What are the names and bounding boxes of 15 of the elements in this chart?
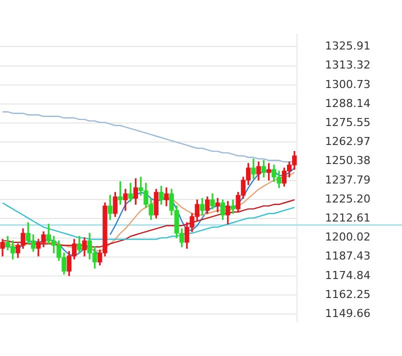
y-tick-label: 1237.79 xyxy=(325,173,370,186)
y-tick-label: 1149.66 xyxy=(325,307,370,320)
y-tick-label: 1212.61 xyxy=(325,212,370,225)
y-tick-label: 1162.25 xyxy=(325,288,370,301)
y-tick-label: 1187.43 xyxy=(325,250,370,263)
y-tick-label: 1288.14 xyxy=(325,96,370,110)
y-tick-label: 1313.32 xyxy=(325,58,370,72)
y-tick-label: 1174.84 xyxy=(325,268,370,282)
y-tick-label: 1250.38 xyxy=(325,154,370,168)
y-tick-label: 1300.73 xyxy=(325,78,370,91)
y-tick-label: 1275.55 xyxy=(325,116,370,130)
y-tick-label: 1200.02 xyxy=(325,230,370,244)
y-tick-label: 1325.91 xyxy=(325,40,370,53)
y-tick-label: 1225.20 xyxy=(325,192,370,206)
y-tick-label: 1262.97 xyxy=(325,135,370,148)
